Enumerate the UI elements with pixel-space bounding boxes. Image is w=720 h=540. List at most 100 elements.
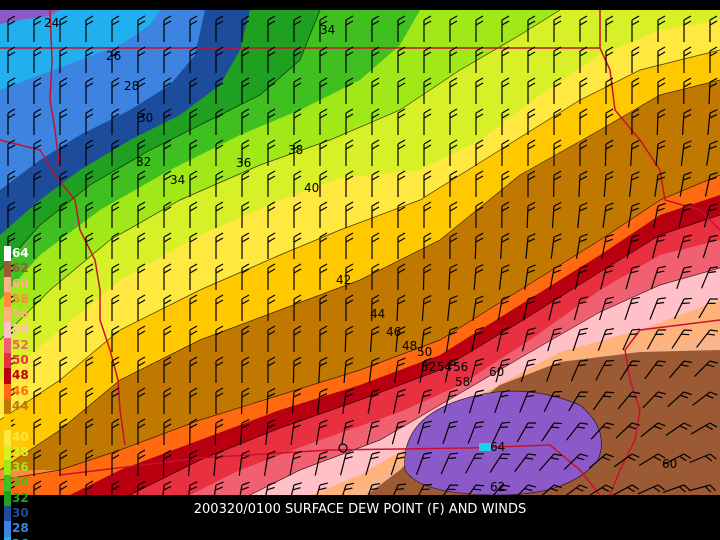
wind-barb	[189, 108, 198, 135]
wind-barbs	[7, 15, 719, 495]
wind-barb	[239, 418, 250, 445]
wind-barb	[550, 233, 562, 259]
wind-barb	[574, 264, 588, 290]
wind-barb	[215, 263, 224, 290]
wind-barb	[369, 325, 380, 352]
wind-barb	[85, 77, 94, 104]
wind-barb	[449, 108, 458, 135]
legend-entry: 44	[4, 398, 34, 415]
wind-barb	[471, 326, 484, 352]
wind-barb	[397, 170, 406, 197]
wind-barb	[33, 356, 42, 383]
wind-barb	[605, 77, 614, 104]
wind-barb	[137, 77, 146, 104]
wind-barb	[704, 171, 718, 197]
wind-barb	[7, 201, 16, 228]
wind-barb	[266, 387, 276, 415]
wind-barb	[512, 484, 536, 495]
wind-barb	[293, 201, 302, 228]
wind-barb	[33, 449, 42, 476]
wind-barb	[241, 139, 250, 166]
wind-barb	[319, 170, 328, 197]
wind-barb	[319, 139, 328, 166]
wind-barb	[657, 46, 666, 73]
contour-label: 54	[437, 360, 452, 374]
wind-barb	[462, 484, 485, 495]
wind-barb	[59, 232, 68, 259]
wind-barb	[391, 420, 406, 445]
wind-barb	[163, 139, 172, 166]
wind-barb	[709, 46, 718, 73]
wind-barb	[345, 201, 354, 228]
legend-swatch	[4, 291, 11, 308]
wind-barb	[547, 327, 562, 352]
wind-barb	[443, 389, 458, 414]
legend-swatch	[4, 337, 11, 354]
wind-barb	[549, 264, 562, 290]
wind-barb	[163, 201, 172, 228]
wind-barb	[570, 359, 589, 382]
wind-barb	[600, 265, 614, 290]
contour-label: 34	[170, 173, 185, 187]
contour-label: 58	[455, 375, 470, 389]
wind-barb	[163, 325, 172, 352]
legend-label: 44	[12, 398, 29, 413]
wind-barb	[85, 46, 94, 73]
wind-barb	[241, 232, 250, 259]
wind-barb	[212, 481, 224, 495]
wind-barb	[627, 202, 640, 228]
wind-barb	[189, 46, 198, 73]
wind-barb	[137, 139, 146, 166]
wind-barb	[241, 77, 250, 104]
legend-entry: 40	[4, 429, 34, 445]
wind-barb	[694, 360, 718, 377]
wind-barb	[85, 139, 94, 166]
legend-label: 46	[12, 383, 29, 398]
wind-barb	[345, 46, 354, 73]
wind-barb	[371, 170, 380, 197]
wind-barb	[111, 77, 120, 104]
wind-barb	[447, 295, 458, 321]
wind-barb	[85, 480, 94, 495]
wind-barb	[241, 46, 250, 73]
wind-barb	[678, 203, 692, 228]
wind-barb	[85, 356, 94, 383]
wind-barb	[85, 108, 94, 135]
wind-barb	[85, 201, 94, 228]
wind-barb	[371, 77, 380, 104]
legend-entry: 64	[4, 246, 34, 262]
wind-barb	[501, 15, 510, 42]
wind-barb	[654, 171, 666, 197]
wind-barb	[215, 139, 224, 166]
wind-barb	[85, 418, 94, 445]
wind-barb	[472, 295, 484, 321]
wind-barb	[649, 297, 667, 320]
wind-barb	[689, 453, 717, 464]
wind-barb	[215, 170, 224, 197]
wind-barb	[579, 108, 588, 135]
wind-barb	[442, 420, 459, 445]
wind-barb	[527, 108, 536, 135]
wind-barb	[501, 170, 510, 197]
wind-barb	[241, 356, 250, 383]
wind-barb	[214, 418, 224, 446]
wind-barb	[415, 452, 433, 475]
wind-barb	[630, 139, 640, 166]
wind-barb	[444, 358, 458, 383]
wind-barb	[137, 294, 146, 321]
wind-barb	[59, 77, 68, 104]
wind-barb	[667, 391, 692, 408]
wind-barb	[527, 170, 536, 197]
wind-barb	[215, 356, 224, 383]
legend-label: 26	[12, 537, 29, 540]
wind-barb	[519, 390, 537, 413]
wind-barb	[111, 108, 120, 135]
wind-barb	[339, 451, 354, 476]
wind-barb	[631, 46, 640, 73]
wind-barb	[238, 450, 250, 476]
wind-barb	[577, 202, 588, 228]
wind-barb	[465, 453, 485, 474]
station-marker	[479, 443, 491, 451]
wind-barb	[626, 234, 640, 259]
wind-barb	[7, 170, 16, 197]
